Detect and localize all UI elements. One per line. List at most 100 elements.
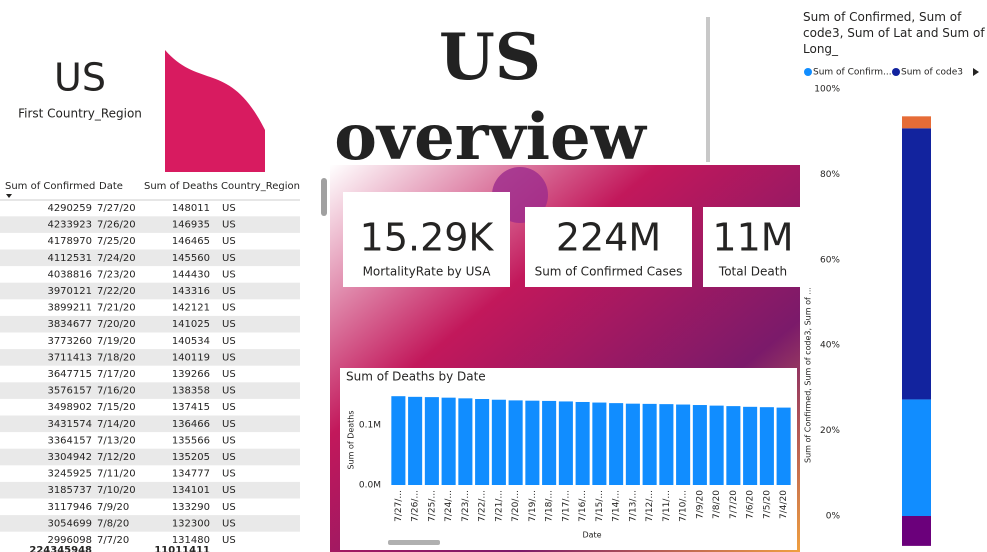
bar [743,406,758,485]
page-title: US overview [334,20,646,175]
y-tick-label: 100% [814,85,840,95]
table-cell: US [222,369,236,380]
table-cell: 7/25/20 [97,236,136,247]
table-cell: 7/18/20 [97,352,136,363]
table-cell: 143316 [172,286,210,297]
table-cell: US [222,203,236,214]
card-value: US [54,56,106,100]
card-value: 11M [712,216,793,260]
bar [441,397,456,485]
table-cell: US [222,469,236,480]
table-cell: 4038816 [47,269,92,280]
x-tick-label: 7/4/20 [779,490,789,519]
bar [592,402,607,485]
table-cell: US [222,452,236,463]
row-shade [0,216,300,233]
table-cell: US [222,220,236,231]
table-cell: US [222,253,236,264]
x-tick-label: 7/24/... [444,490,454,522]
table-cell: 140534 [172,336,210,347]
table-cell: 7/22/20 [97,286,136,297]
table-cell: 7/13/20 [97,435,136,446]
column-header: Sum of Confirmed [5,181,95,192]
table-cell: 4290259 [47,203,92,214]
table-cell: 144430 [172,269,210,280]
table-cell: 3773260 [47,336,92,347]
x-tick-label: 7/23/... [461,490,471,522]
x-tick-label: 7/7/20 [729,490,739,519]
row-shade [0,481,300,499]
card-label: Sum of Confirmed Cases [535,265,683,279]
table-cell: 3185737 [47,485,92,496]
x-tick-label: 7/8/20 [712,490,722,519]
x-tick-label: 7/18/... [545,490,555,522]
bar-segment [902,516,931,546]
table-cell: 3117946 [47,502,92,513]
y-tick-label: 80% [820,170,840,180]
table-cell: US [222,402,236,413]
table-cell: 7/16/20 [97,386,136,397]
divider [706,17,710,162]
table-cell: 7/17/20 [97,369,136,380]
table-cell: 142121 [172,303,210,314]
x-tick-label: 7/15/... [595,490,605,522]
table-cell: 7/21/20 [97,303,136,314]
legend-label: Sum of Confirm... [813,68,892,78]
bar [424,397,439,485]
table-cell: 3576157 [47,386,92,397]
bar [776,407,791,485]
table-cell: 4112531 [47,253,92,264]
card-value: 15.29K [360,216,495,260]
bar [726,406,741,485]
table-cell: 7/8/20 [97,518,129,529]
table-cell: 2996098 [47,535,92,546]
table-total: 224345948 [29,545,92,552]
legend-swatch [892,68,900,76]
row-shade [0,249,300,267]
table-cell: US [222,319,236,330]
bar [491,399,506,485]
y-tick-label: 60% [820,255,840,265]
table-cell: US [222,386,236,397]
table-cell: 136466 [172,419,210,430]
x-tick-label: 7/21/... [494,490,504,522]
x-axis-label: Date [582,531,601,540]
h-scrollbar [388,540,440,545]
bar-segment [902,399,931,516]
table-cell: US [222,419,236,430]
bar [676,404,691,485]
bar [692,405,707,485]
legend-arrow[interactable] [973,68,979,76]
x-tick-label: 7/19/... [528,490,538,522]
table-cell: 3304942 [47,452,92,463]
bar [391,396,406,485]
chart-title: Sum of Confirmed, Sum of code3, Sum of L… [803,10,985,56]
bar [525,400,540,485]
bar [709,405,724,485]
x-tick-label: 7/10/... [679,490,689,522]
legend-label: Sum of code3 [901,68,963,78]
bar [642,403,657,485]
bar [542,400,557,485]
table-cell: 7/12/20 [97,452,136,463]
table-cell: 139266 [172,369,210,380]
row-shade [0,315,300,333]
table-cell: 7/19/20 [97,336,136,347]
table-cell: 3711413 [47,352,92,363]
table-cell: US [222,535,236,546]
table-cell: 3054699 [47,518,92,529]
table-cell: 7/23/20 [97,269,136,280]
table-cell: 135566 [172,435,210,446]
table-cell: 7/24/20 [97,253,136,264]
row-shade [0,415,300,433]
column-header: Sum of Deaths [144,181,218,192]
table-cell: 7/7/20 [97,535,129,546]
scrollbar [321,178,327,216]
bar-segment [902,116,931,129]
y-tick-label: 40% [820,341,840,351]
table-cell: 134777 [172,469,210,480]
sort-arrow [6,194,12,198]
bar [558,401,573,485]
y-tick-label: 0.1M [359,421,381,431]
bar [609,403,624,485]
